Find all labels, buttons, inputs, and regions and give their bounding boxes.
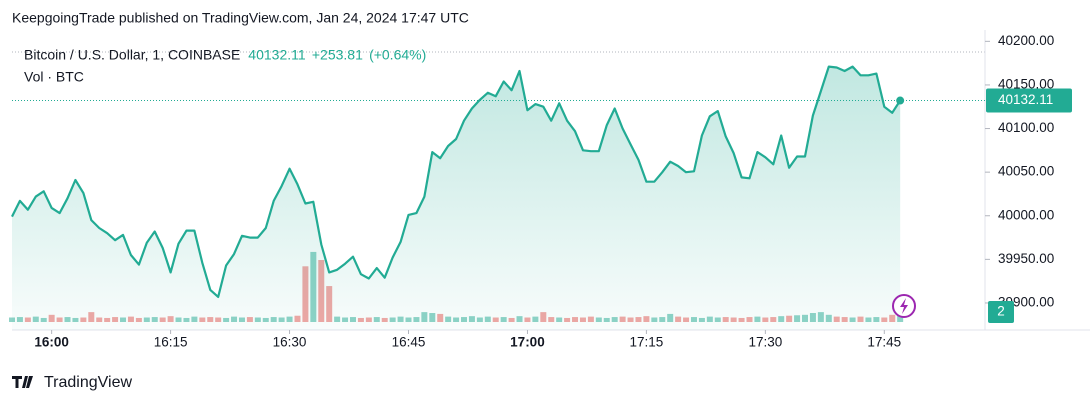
y-tick-label: 39950.00 bbox=[998, 251, 1054, 266]
last-price-box bbox=[986, 88, 1072, 113]
y-tick-label: 40000.00 bbox=[998, 207, 1054, 222]
header-change-percent: (+0.64%) bbox=[369, 47, 426, 63]
brand-name: TradingView bbox=[44, 374, 132, 391]
y-tick-label: 40100.00 bbox=[998, 120, 1054, 135]
price-area bbox=[12, 66, 901, 330]
header-change: +253.81 bbox=[312, 47, 363, 63]
x-tick-label: 16:30 bbox=[273, 335, 307, 350]
x-tick-label: 17:45 bbox=[867, 335, 901, 350]
x-tick-label: 16:15 bbox=[154, 335, 188, 350]
y-tick-label: 40200.00 bbox=[998, 33, 1054, 48]
logo-icon bbox=[12, 376, 33, 388]
icon-bolt bbox=[900, 298, 908, 314]
volume-legend: Vol · BTC bbox=[24, 69, 84, 85]
x-tick-label: 17:15 bbox=[630, 335, 664, 350]
header-price: 40132.11 bbox=[248, 47, 306, 63]
y-tick-label: 40150.00 bbox=[998, 77, 1054, 92]
x-tick-label: 17:30 bbox=[748, 335, 782, 350]
x-tick-label: 16:00 bbox=[34, 335, 69, 350]
attribution: KeepgoingTrade published on TradingView.… bbox=[12, 10, 469, 26]
y-tick-label: 40050.00 bbox=[998, 164, 1054, 179]
price-line bbox=[11, 65, 902, 298]
replay-icon[interactable] bbox=[892, 294, 916, 318]
brand-logo: TradingView bbox=[12, 374, 132, 391]
last-volume-label: 2 bbox=[997, 304, 1005, 319]
legend: Bitcoin / U.S. Dollar, 1, COINBASE 40132… bbox=[24, 47, 426, 85]
last-point bbox=[896, 96, 905, 105]
last-volume-box bbox=[988, 301, 1014, 324]
last-price-label: 40132.11 bbox=[998, 92, 1053, 107]
x-tick-label: 17:00 bbox=[510, 335, 545, 350]
x-tick-label: 16:45 bbox=[392, 335, 426, 350]
symbol-name: Bitcoin / U.S. Dollar, 1, COINBASE bbox=[24, 47, 240, 63]
